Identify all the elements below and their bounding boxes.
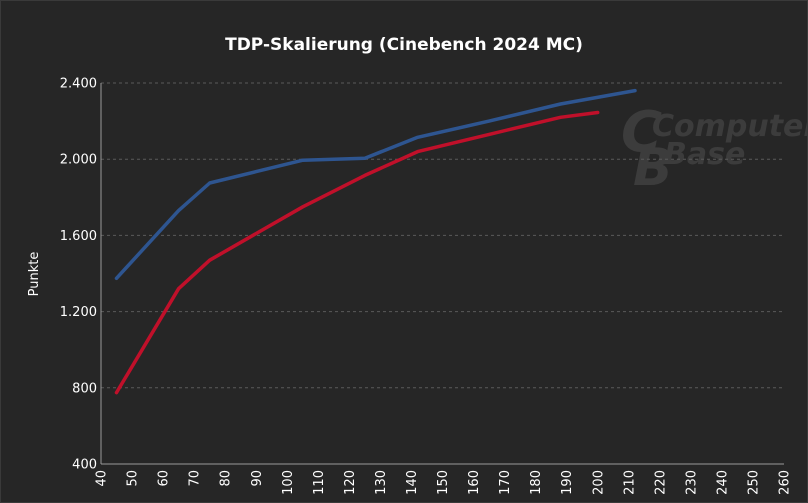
watermark-big-c: C (621, 100, 662, 165)
x-tick-label: 90 (250, 470, 265, 487)
x-tick-label: 200 (591, 470, 606, 495)
watermark-word-computer: Computer (652, 109, 807, 144)
x-tick-label: 130 (374, 470, 389, 495)
x-tick-label: 230 (684, 470, 699, 495)
x-tick-label: 260 (778, 470, 793, 495)
x-tick-labels: 40 50 60 70 80 90 100 110 120 130 140 150 160 170 180 1… (95, 470, 793, 495)
x-tick-label: 70 (188, 470, 203, 487)
x-tick-label: 60 (157, 470, 172, 487)
series-line-1 (114, 88, 637, 281)
x-tick-label: 180 (529, 470, 544, 495)
x-tick-label: 150 (436, 470, 451, 495)
x-tick-label: 120 (343, 470, 358, 495)
x-tick-label: 160 (467, 470, 482, 495)
x-tick-label: 110 (312, 470, 327, 495)
y-tick-label: 1.200 (60, 305, 97, 320)
y-tick-label: 2.400 (60, 77, 97, 92)
y-tick-labels: 400 800 1.200 1.600 2.000 2.400 (60, 77, 97, 473)
series-line-2 (114, 110, 600, 395)
y-tick-label: 400 (72, 458, 97, 473)
y-tick-label: 2.000 (60, 153, 97, 168)
x-tick-label: 240 (715, 470, 730, 495)
computerbase-watermark: C Computer B Base (621, 100, 807, 198)
axes (100, 83, 784, 465)
chart-title: TDP-Skalierung (Cinebench 2024 MC) (225, 35, 583, 55)
x-tick-label: 140 (405, 470, 420, 495)
x-tick-label: 170 (498, 470, 513, 495)
y-tick-label: 1.600 (60, 229, 97, 244)
y-tick-label: 800 (72, 381, 97, 396)
x-tick-label: 50 (126, 470, 141, 487)
watermark-big-b: B (633, 138, 673, 198)
x-tick-label: 100 (281, 470, 296, 495)
series-lines (114, 88, 637, 395)
x-tick-label: 40 (95, 470, 110, 487)
x-tick-label: 250 (747, 470, 762, 495)
y-axis-label: Punkte (27, 252, 42, 297)
x-tick-label: 220 (653, 470, 668, 495)
x-tick-label: 210 (622, 470, 637, 495)
x-tick-label: 190 (560, 470, 575, 495)
x-tick-label: 80 (219, 470, 234, 487)
watermark-word-base: Base (664, 137, 745, 172)
